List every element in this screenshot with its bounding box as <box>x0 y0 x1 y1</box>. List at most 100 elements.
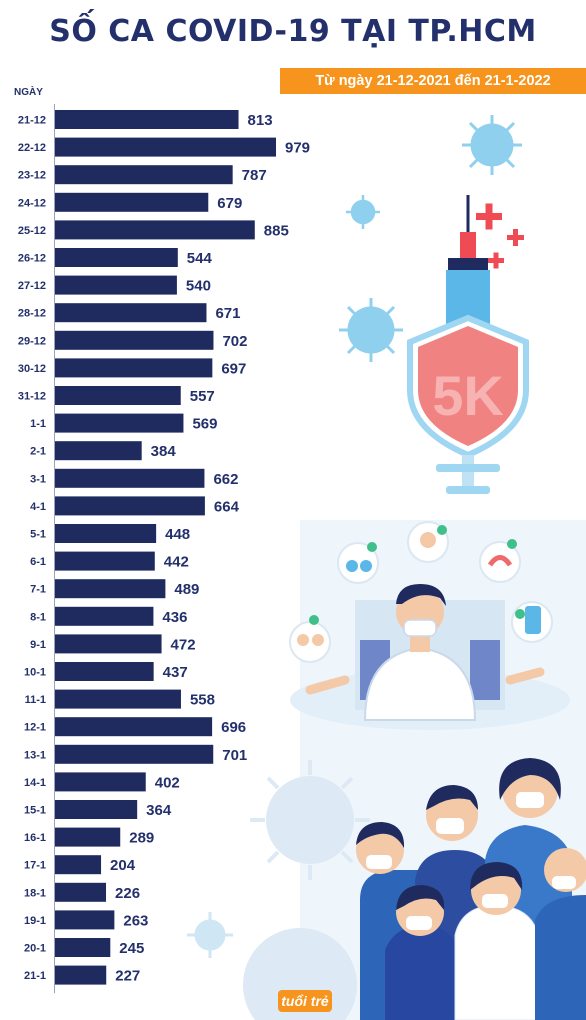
data-label: 442 <box>164 554 189 571</box>
category-label: 18-1 <box>24 887 46 899</box>
category-label: 8-1 <box>30 611 46 623</box>
page-title: SỐ CA COVID-19 TẠI TP.HCM <box>49 14 537 49</box>
syringe-icon <box>407 195 529 494</box>
bar <box>55 358 213 378</box>
category-label: 12-1 <box>24 722 46 734</box>
bar <box>55 165 233 185</box>
data-label: 289 <box>129 830 154 847</box>
category-label: 21-1 <box>24 970 46 982</box>
category-label: 15-1 <box>24 805 46 817</box>
category-label: 10-1 <box>24 667 46 679</box>
category-label: 9-1 <box>30 639 46 651</box>
category-label: 14-1 <box>24 777 46 789</box>
data-label: 664 <box>214 498 240 515</box>
data-label: 697 <box>221 360 246 377</box>
category-label: 17-1 <box>24 860 46 872</box>
bar <box>55 606 154 626</box>
virus-icon <box>462 115 522 175</box>
bar <box>55 248 178 267</box>
data-label: 679 <box>217 195 242 212</box>
data-label: 364 <box>146 802 172 819</box>
bar <box>55 330 214 350</box>
bar <box>55 413 184 433</box>
category-label: 20-1 <box>24 943 46 955</box>
category-label: 6-1 <box>30 556 46 568</box>
logo: tuổi trẻ <box>278 990 332 1012</box>
data-label: 437 <box>163 664 188 681</box>
bar <box>55 772 146 792</box>
data-label: 544 <box>187 250 213 267</box>
bar <box>55 938 111 957</box>
category-label: 31-12 <box>18 391 46 403</box>
data-label: 557 <box>190 388 215 405</box>
data-label: 227 <box>115 968 140 985</box>
category-label: 11-1 <box>25 694 46 706</box>
data-label: 787 <box>242 167 267 184</box>
bar <box>55 744 214 764</box>
data-label: 696 <box>221 719 246 736</box>
data-label: 436 <box>162 609 187 626</box>
date-range-banner: Từ ngày 21-12-2021 đến 21-1-2022 <box>280 68 586 94</box>
data-label: 662 <box>213 471 238 488</box>
shield-text: 5K <box>432 364 504 427</box>
data-label: 204 <box>110 857 136 874</box>
bar <box>55 110 239 129</box>
data-label: 813 <box>248 112 273 129</box>
data-label: 702 <box>222 333 247 350</box>
bar <box>55 303 207 323</box>
bar <box>55 468 205 488</box>
data-label: 263 <box>123 912 148 929</box>
data-label: 489 <box>174 581 199 598</box>
bar <box>55 524 157 543</box>
bar <box>55 192 209 212</box>
data-label: 448 <box>165 526 190 543</box>
category-label: 23-12 <box>18 170 46 182</box>
doctor-illustration <box>290 584 570 730</box>
category-label: 13-1 <box>24 749 46 761</box>
bar <box>55 827 121 847</box>
bar <box>55 634 162 654</box>
data-label: 569 <box>192 416 217 433</box>
category-label: 27-12 <box>18 280 46 292</box>
bar <box>55 220 255 240</box>
bar <box>55 579 166 599</box>
virus-icon <box>187 912 233 958</box>
category-label: 3-1 <box>30 473 46 485</box>
bar <box>55 496 205 516</box>
bubble-icons <box>289 521 553 663</box>
data-label: 402 <box>155 774 180 791</box>
bar <box>55 910 115 930</box>
data-label: 472 <box>171 636 196 653</box>
bar <box>55 662 154 681</box>
category-label: 29-12 <box>18 335 46 347</box>
category-label: 5-1 <box>30 529 46 541</box>
virus-icon <box>346 195 380 229</box>
category-label: 25-12 <box>18 225 46 237</box>
bar <box>55 717 213 737</box>
category-label: 2-1 <box>30 446 46 458</box>
category-label: 19-1 <box>24 915 46 927</box>
data-label: 979 <box>285 140 310 157</box>
bar <box>55 689 181 709</box>
bar <box>55 441 142 461</box>
category-label: 24-12 <box>18 197 46 209</box>
category-label: 26-12 <box>18 253 46 265</box>
y-axis-label: NGÀY <box>14 87 43 98</box>
category-label: 7-1 <box>30 584 46 596</box>
bar <box>55 551 155 571</box>
virus-icon <box>339 298 403 362</box>
category-label: 16-1 <box>24 832 46 844</box>
data-label: 558 <box>190 692 215 709</box>
bar <box>55 386 181 405</box>
bar <box>55 800 138 819</box>
category-label: 30-12 <box>18 363 46 375</box>
category-label: 22-12 <box>18 142 46 154</box>
data-label: 226 <box>115 885 140 902</box>
data-label: 671 <box>215 305 240 322</box>
category-label: 4-1 <box>30 501 46 513</box>
category-label: 28-12 <box>18 308 46 320</box>
data-label: 701 <box>222 747 247 764</box>
bar <box>55 275 177 295</box>
